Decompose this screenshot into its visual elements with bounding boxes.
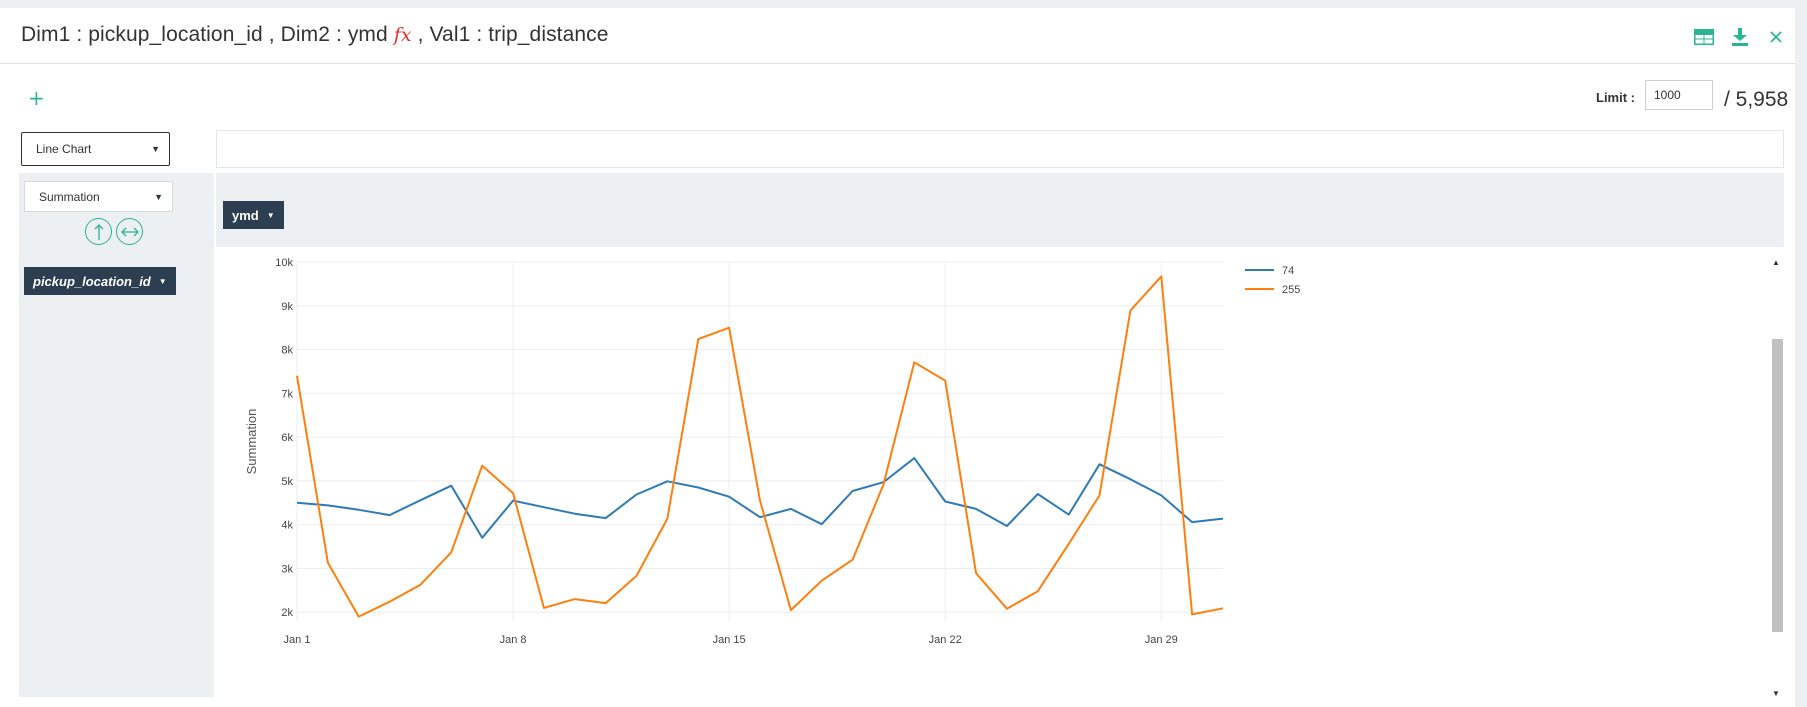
column-field-label: ymd xyxy=(232,207,259,223)
chart-type-value: Line Chart xyxy=(36,142,92,156)
limit-input[interactable] xyxy=(1645,80,1713,110)
column-field-pill[interactable]: ymd ▼ xyxy=(223,201,284,229)
val1-value: trip_distance xyxy=(488,23,609,46)
arrow-up-icon xyxy=(94,223,103,240)
chevron-down-icon: ▼ xyxy=(154,191,163,202)
y-tick-label: 6k xyxy=(281,432,293,444)
row-fields-column: Summation ▼ pickup_location_id ▼ xyxy=(19,173,214,697)
x-tick-label: Jan 29 xyxy=(1145,634,1178,646)
x-tick-label: Jan 8 xyxy=(500,634,527,646)
table-icon[interactable] xyxy=(1693,26,1715,48)
column-fields-bar: ymd ▼ xyxy=(216,173,1784,247)
download-icon[interactable] xyxy=(1729,26,1751,48)
series-line-255 xyxy=(296,275,1224,618)
sort-horizontal-button[interactable] xyxy=(116,218,143,245)
chevron-down-icon: ▼ xyxy=(151,144,160,154)
legend-label-74: 74 xyxy=(1282,265,1294,277)
y-tick-label: 7k xyxy=(281,388,293,400)
panel-title: Dim1 : pickup_location_id , Dim2 : ymd f… xyxy=(21,23,609,47)
panel-header: Dim1 : pickup_location_id , Dim2 : ymd f… xyxy=(0,8,1795,64)
dim2-value: ymd xyxy=(347,23,394,46)
scroll-up-icon[interactable]: ▲ xyxy=(1772,258,1780,267)
dim1-label: Dim1 : xyxy=(21,23,89,46)
aggregation-value: Summation xyxy=(39,189,100,204)
line-chart: 2k 3k 4k 5k 6k 7k 8k 9k 10k Jan 1 Jan 8 Jan 15 Jan 2… xyxy=(244,257,1300,646)
aggregation-select[interactable]: Summation ▼ xyxy=(24,181,173,212)
x-tick-label: Jan 22 xyxy=(929,634,962,646)
header-actions xyxy=(1693,26,1787,48)
fx-icon[interactable]: fx xyxy=(393,24,412,46)
chart-type-select[interactable]: Line Chart ▼ xyxy=(21,132,170,166)
series-line-74 xyxy=(296,457,1224,539)
y-tick-label: 9k xyxy=(281,301,293,313)
scroll-down-icon[interactable]: ▼ xyxy=(1772,689,1780,698)
caret-down-icon: ▼ xyxy=(158,276,167,286)
pivot-chart-panel: Dim1 : pickup_location_id , Dim2 : ymd f… xyxy=(0,8,1795,707)
sort-buttons xyxy=(85,218,143,245)
y-tick-label: 4k xyxy=(281,520,293,532)
sort-vertical-button[interactable] xyxy=(85,218,112,245)
legend-label-255: 255 xyxy=(1282,284,1300,296)
dim1-value: pickup_location_id xyxy=(88,23,263,46)
y-tick-label: 10k xyxy=(275,257,293,269)
x-tick-label: Jan 15 xyxy=(713,634,746,646)
chart-scrollbar[interactable]: ▲ ▼ xyxy=(1770,256,1784,698)
arrow-left-right-icon xyxy=(120,227,139,236)
x-tick-label: Jan 1 xyxy=(284,634,311,646)
limit-label: Limit : xyxy=(1596,90,1635,105)
chart-area: 2k 3k 4k 5k 6k 7k 8k 9k 10k Jan 1 Jan 8 Jan 15 Jan 2… xyxy=(216,248,1784,698)
scrollbar-thumb[interactable] xyxy=(1772,339,1783,632)
caret-down-icon: ▼ xyxy=(266,210,275,220)
y-tick-label: 8k xyxy=(281,345,293,357)
y-tick-label: 3k xyxy=(281,563,293,575)
close-icon[interactable] xyxy=(1765,26,1787,48)
y-tick-label: 5k xyxy=(281,476,293,488)
y-tick-label: 2k xyxy=(281,607,293,619)
val1-label: , Val1 : xyxy=(411,23,489,46)
total-count: / 5,958 xyxy=(1724,88,1789,111)
y-axis-label: Summation xyxy=(244,409,259,475)
dim2-label: , Dim2 : xyxy=(262,23,348,46)
filter-bar xyxy=(216,130,1784,168)
row-field-pill[interactable]: pickup_location_id ▼ xyxy=(24,267,176,295)
add-button[interactable]: + xyxy=(28,86,45,110)
row-field-label: pickup_location_id xyxy=(33,273,151,289)
